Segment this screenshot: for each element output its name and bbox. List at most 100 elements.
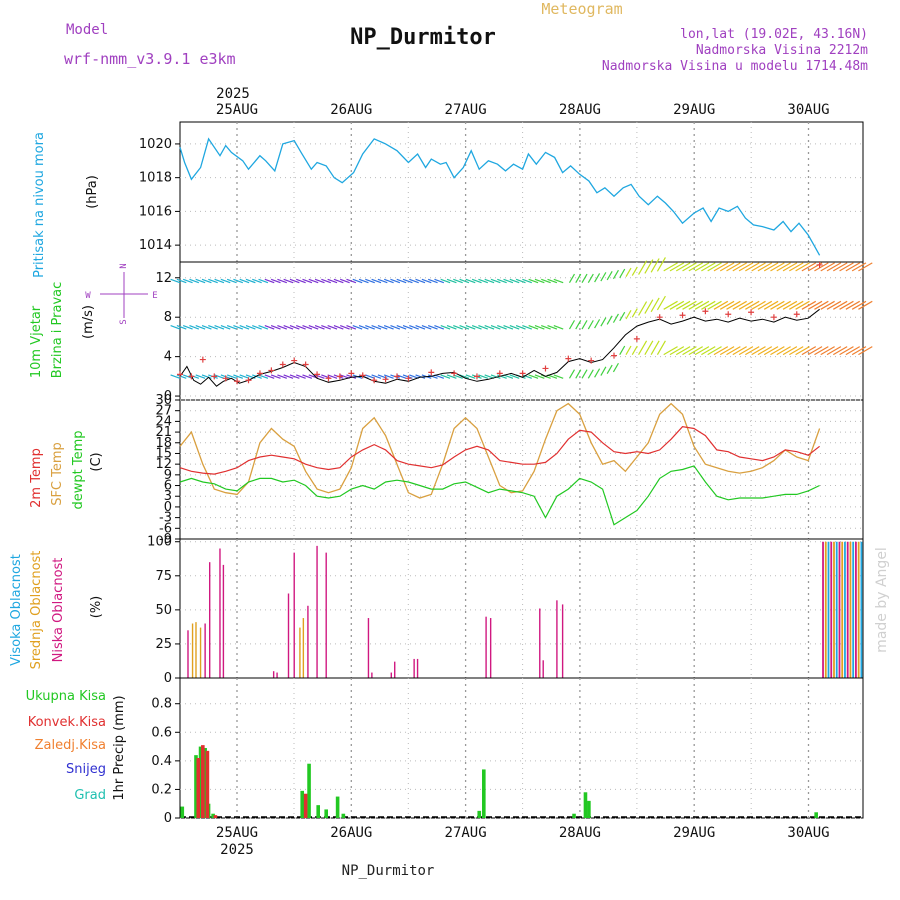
wind-barb [277, 374, 287, 379]
wind-barb [252, 374, 262, 379]
wind-barb [258, 278, 269, 284]
wind-barb [383, 278, 394, 284]
top-day-28AUG: 28AUG [559, 102, 601, 118]
ytick-label: 0 [164, 500, 172, 515]
ytick-label: 50 [155, 603, 172, 618]
wind-barb [497, 325, 507, 330]
wind-barb [182, 278, 193, 284]
wind-barb [575, 369, 582, 379]
gust-marker [611, 352, 618, 359]
gust-marker [770, 314, 777, 321]
compass-e: E [152, 291, 157, 301]
ytick-label: 1020 [139, 137, 172, 152]
wind-barb [669, 262, 685, 272]
ytick-label: -3 [159, 511, 172, 526]
wind-barb [713, 346, 729, 356]
wind-barb [346, 374, 357, 379]
gust-marker [382, 376, 389, 383]
gust-marker [565, 355, 572, 362]
legend-total: Ukupna Kisa [26, 689, 106, 704]
wind-barb [606, 315, 613, 325]
sfc-temp-line [179, 402, 821, 499]
precip-bar [572, 813, 576, 818]
wind-barb [528, 278, 539, 284]
precip-bar [587, 800, 591, 818]
wind-barb [814, 346, 829, 356]
wind-barb [383, 325, 394, 330]
wind-unit: (m/s) [81, 305, 96, 339]
wind-barb [644, 259, 654, 274]
cloud-final-block [822, 541, 863, 678]
wind-barb [308, 278, 319, 284]
wind-barb [302, 278, 313, 284]
wind-barb [851, 346, 867, 356]
gust-marker [302, 361, 309, 368]
wind-barb [522, 325, 532, 330]
wind-barb [826, 346, 842, 356]
precip-bar [213, 815, 218, 818]
wind-barb [650, 340, 660, 355]
wind-barb [669, 346, 685, 356]
precip-bar [303, 793, 308, 818]
ytick-label: 100 [147, 535, 172, 550]
wind-barb [415, 278, 426, 284]
precip-bar [341, 813, 346, 818]
wind-barb [427, 325, 438, 330]
bottom-year-label: 2025 [220, 842, 254, 858]
pressure-line [179, 137, 821, 256]
wind-barb [308, 325, 319, 330]
wind-barb [694, 300, 710, 310]
wind-barb [732, 300, 747, 310]
wind-barb [619, 268, 626, 279]
wind-barb [340, 325, 350, 330]
wind-barb [789, 346, 804, 356]
lonlat-text: lon,lat (19.02E, 43.16N) [680, 27, 868, 42]
legend-frozen: Zaledj.Kisa [35, 738, 106, 753]
ytick-label: 8 [164, 310, 172, 325]
wind-barb [208, 278, 218, 284]
bottom-day-26AUG: 26AUG [330, 825, 372, 841]
ytick-label: 0.2 [151, 782, 172, 797]
wind-barb [839, 346, 854, 356]
wind-barb [619, 311, 626, 322]
wind-barb [581, 273, 588, 284]
wind-barb [707, 262, 722, 272]
wind-barb [594, 273, 601, 283]
bottom-day-25AUG: 25AUG [216, 825, 258, 841]
wind-barb [264, 374, 275, 379]
ytick-label: 0 [164, 389, 172, 404]
wind-speed-line [179, 308, 820, 387]
wind-grid [180, 262, 863, 400]
ytick-label: 4 [164, 350, 172, 365]
wind-barb [594, 368, 601, 378]
wind-barb [195, 278, 206, 284]
wind-barb [776, 300, 791, 310]
gust-marker [725, 311, 732, 318]
wind-barb [490, 278, 501, 284]
wind-barb [239, 374, 250, 379]
wind-barb [644, 340, 654, 355]
wind-barb [358, 278, 369, 284]
wind-barb [612, 362, 619, 373]
precip-bar [477, 810, 482, 818]
wind-barb [776, 346, 791, 356]
cloud-unit: (%) [89, 596, 104, 619]
precip-unit: 1hr Precip (mm) [112, 695, 127, 800]
wind-barb [719, 262, 735, 272]
wind-barb [851, 262, 867, 272]
wind-barb [396, 278, 407, 284]
wind-barb [252, 278, 262, 284]
wind-barb [713, 262, 729, 272]
gust-marker [816, 261, 823, 268]
wind-barb [631, 308, 638, 318]
gust-marker [793, 311, 800, 318]
wind-barb [446, 374, 457, 379]
wind-barb [757, 346, 773, 356]
wind-barb [707, 300, 722, 310]
wind-barb [782, 346, 798, 356]
wind-barb [201, 374, 212, 379]
precip-bar [211, 813, 215, 818]
wind-barb [465, 278, 476, 284]
wind-barb [371, 374, 382, 379]
wind-barb [587, 320, 594, 330]
